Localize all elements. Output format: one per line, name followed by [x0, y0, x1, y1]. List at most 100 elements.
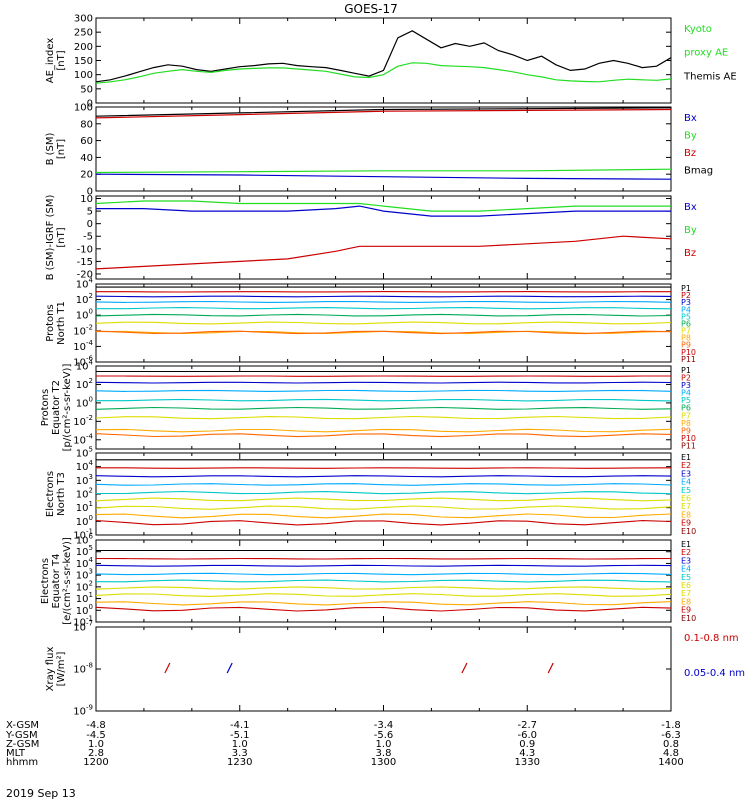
channel-label: E4	[681, 478, 691, 487]
channel-label: P7	[681, 411, 691, 420]
channel-line	[95, 483, 672, 486]
legend-entry: proxy AE	[684, 48, 728, 59]
series-line-by	[95, 168, 672, 174]
x-axis-value: 1.0	[88, 739, 104, 750]
x-axis-value: 1400	[658, 757, 683, 768]
y-tick-label: 20	[80, 170, 93, 181]
channel-line	[95, 406, 672, 410]
y-tick-label: 250	[74, 28, 93, 39]
x-axis-value: 1200	[83, 757, 108, 768]
x-axis-table: X-GSM -4.8 -4.1 -3.4 -2.7 -1.8 Y-GSM -4.5 -5.1 -5…	[5, 720, 684, 768]
panel-frame	[95, 195, 672, 280]
series-line-kyoto-proxy-ae	[95, 62, 672, 84]
y-tick-label: 10	[80, 194, 93, 205]
channel-label: P1	[681, 366, 691, 375]
legend-entry: By	[684, 225, 697, 236]
channel-line	[95, 389, 672, 393]
y-tick-label: 10-2	[73, 414, 93, 428]
x-axis-row-label: X-GSM	[6, 720, 39, 731]
channel-label: E9	[681, 519, 691, 528]
x-axis-value: 1.0	[376, 739, 392, 750]
channel-label: E8	[681, 597, 691, 606]
x-axis-value: 0.8	[663, 739, 679, 750]
y-axis-label: ProtonsNorth T1	[45, 301, 67, 345]
channel-line	[95, 601, 672, 606]
y-tick-label: 100	[74, 103, 93, 114]
channel-line	[95, 606, 672, 612]
channel-label: P10	[681, 348, 696, 357]
y-tick-label: 102	[76, 487, 93, 501]
channel-line	[95, 313, 672, 317]
channel-line	[95, 295, 672, 298]
channel-line	[95, 330, 672, 335]
y-tick-label: 101	[76, 500, 93, 514]
y-tick-label: -15	[77, 257, 93, 268]
channel-label: E6	[681, 494, 691, 503]
y-tick-label: 10-2	[73, 323, 93, 337]
channel-line	[95, 505, 672, 510]
x-axis-value: -4.5	[86, 730, 106, 741]
channel-line	[96, 490, 672, 495]
y-tick-label: 10-9	[73, 704, 93, 718]
series-line-bx	[96, 205, 671, 217]
legend-entry: Bx	[684, 113, 697, 124]
panel-frame	[95, 626, 672, 712]
y-axis-label: B (SM)[nT]	[45, 132, 67, 165]
channel-line	[95, 428, 672, 433]
channel-label: P6	[681, 404, 691, 413]
date-label: 2019 Sep 13	[6, 787, 76, 800]
channel-label: E4	[681, 565, 691, 574]
y-axis-label: AE_index[nT]	[45, 38, 67, 84]
channel-label: E10	[681, 614, 696, 623]
channel-label: P9	[681, 426, 691, 435]
y-tick-label: 100	[76, 308, 93, 322]
series-line-bz	[95, 108, 672, 119]
y-tick-label: 104	[76, 459, 94, 473]
x-axis-value: 4.8	[663, 748, 679, 759]
y-axis-label: ElectronsEquator T4[e/(cm²-s-sr-keV)]	[40, 537, 73, 625]
legend-entry: Kyoto	[684, 24, 712, 35]
y-tick-label: 10-7	[73, 620, 93, 634]
legend-entry: Bz	[684, 148, 696, 159]
channel-label: P10	[681, 434, 696, 443]
channel-label: P4	[681, 389, 691, 398]
x-axis-value: -5.6	[374, 730, 394, 741]
x-axis-value: -4.8	[86, 720, 106, 731]
legend-entry: 0.05-0.4 nm	[684, 668, 745, 679]
x-axis-value: 3.3	[232, 748, 248, 759]
y-axis-label: ProtonsEquator T2[p/(cm²-s-sr-keV)]	[40, 364, 73, 452]
channel-line	[95, 300, 672, 303]
y-tick-label: 0	[87, 219, 93, 230]
y-tick-label: 103	[76, 473, 93, 487]
chart-title: GOES-17	[344, 2, 398, 16]
y-tick-label: 150	[74, 56, 93, 67]
channel-line	[95, 579, 672, 583]
y-tick-label: 0	[87, 187, 93, 198]
legend-entry: Bx	[684, 202, 697, 213]
x-axis-value: 2.8	[88, 748, 104, 759]
panel-bsm: 0 20 40 60 80 100 B (SM)[nT] Bx By Bz Bmag	[45, 103, 713, 198]
y-tick-label: 100	[74, 70, 93, 81]
channel-line	[95, 497, 672, 502]
channel-label: P8	[681, 419, 691, 428]
channel-label: E1	[681, 540, 691, 549]
series-line-by	[95, 200, 671, 212]
channel-label: E8	[681, 510, 691, 519]
panel-frame	[95, 17, 672, 104]
channel-label: P11	[681, 355, 696, 364]
series-line-bx	[95, 173, 672, 180]
y-tick-label: 5	[87, 207, 93, 218]
panel-frame	[95, 539, 672, 623]
y-tick-label: -5	[83, 232, 93, 243]
y-tick-label: -20	[77, 269, 93, 280]
channel-line	[95, 381, 672, 384]
x-axis-row-label: Y-GSM	[5, 730, 38, 741]
y-tick-label: 100	[76, 395, 93, 409]
y-tick-label: 40	[80, 153, 93, 164]
xray-mark	[547, 662, 554, 674]
y-tick-label: 10-4	[73, 432, 93, 446]
channel-label: P11	[681, 441, 696, 450]
